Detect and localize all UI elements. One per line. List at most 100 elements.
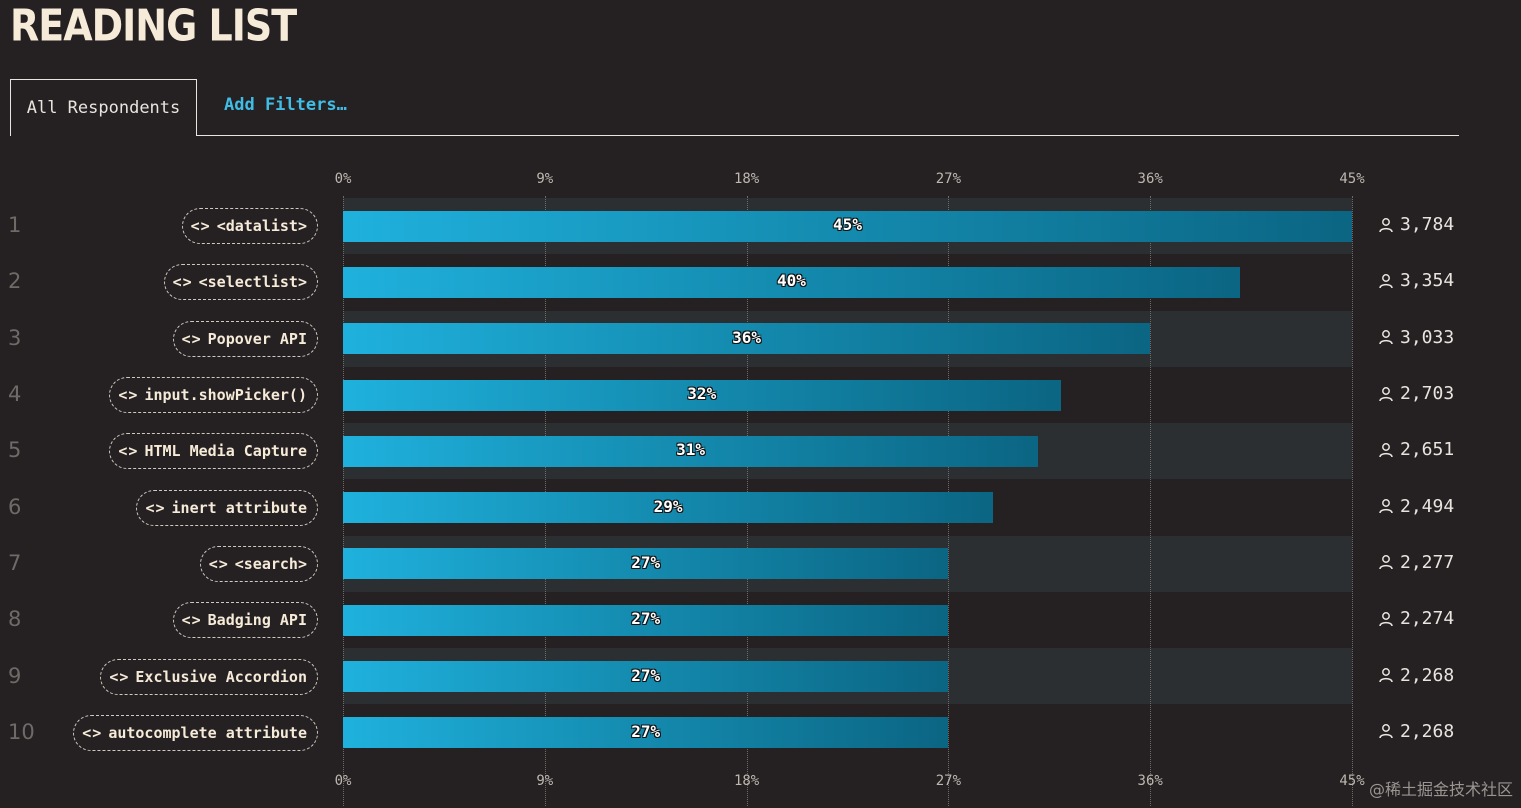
feature-label-pill[interactable]: <> HTML Media Capture bbox=[109, 433, 318, 470]
x-tick-label-top: 0% bbox=[334, 171, 352, 187]
feature-label-pill[interactable]: <> <datalist> bbox=[181, 208, 318, 245]
bar-value-label: 27% bbox=[631, 552, 661, 572]
code-brackets-icon: <> bbox=[208, 554, 229, 573]
x-tick-label-bottom: 0% bbox=[334, 773, 352, 789]
bar bbox=[343, 604, 949, 636]
x-tick-label-top: 45% bbox=[1339, 171, 1365, 187]
feature-label: Exclusive Accordion bbox=[135, 667, 307, 686]
rank-number: 1 bbox=[8, 213, 22, 238]
person-icon bbox=[1379, 442, 1393, 458]
bar bbox=[343, 548, 949, 580]
respondent-count-value: 3,784 bbox=[1400, 214, 1455, 236]
bar-value-label: 27% bbox=[631, 721, 661, 741]
feature-label-pill[interactable]: <> <selectlist> bbox=[163, 264, 318, 301]
bar-value-label: 27% bbox=[631, 609, 661, 629]
person-icon bbox=[1379, 499, 1393, 514]
feature-label-pill[interactable]: <> Popover API bbox=[172, 320, 318, 357]
rank-number: 10 bbox=[8, 719, 35, 744]
add-filters-button[interactable]: Add Filters… bbox=[224, 95, 347, 115]
x-tick-label-top: 18% bbox=[733, 171, 760, 187]
person-icon bbox=[1379, 611, 1393, 626]
x-tick-label-bottom: 36% bbox=[1137, 773, 1163, 789]
respondent-count-value: 3,033 bbox=[1400, 326, 1455, 348]
bar bbox=[343, 492, 994, 524]
feature-label-pill[interactable]: <> inert attribute bbox=[136, 489, 318, 526]
rank-number: 8 bbox=[8, 607, 22, 632]
code-brackets-icon: <> bbox=[118, 442, 139, 461]
respondent-count: 2,268 bbox=[1378, 665, 1454, 686]
respondent-count-value: 2,277 bbox=[1400, 551, 1455, 573]
tab-all-respondents[interactable]: All Respondents bbox=[10, 79, 197, 136]
bar bbox=[343, 661, 949, 693]
bar-value-label: 36% bbox=[732, 327, 762, 347]
person-icon bbox=[1379, 724, 1393, 739]
x-tick-label-bottom: 45% bbox=[1339, 773, 1365, 789]
person-icon bbox=[1379, 330, 1393, 345]
respondent-count: 2,268 bbox=[1378, 721, 1454, 742]
respondent-count: 3,033 bbox=[1378, 327, 1454, 348]
respondent-count-value: 2,494 bbox=[1400, 495, 1455, 517]
x-tick-label-top: 36% bbox=[1137, 171, 1163, 187]
feature-label: Badging API bbox=[207, 611, 307, 630]
feature-label: autocomplete attribute bbox=[108, 723, 307, 742]
feature-label-pill[interactable]: <> input.showPicker() bbox=[109, 377, 318, 414]
rank-number: 2 bbox=[8, 269, 22, 294]
respondent-count: 2,494 bbox=[1378, 496, 1454, 517]
person-icon bbox=[1379, 668, 1393, 683]
bar-value-label: 29% bbox=[653, 496, 683, 516]
respondent-count-value: 2,651 bbox=[1400, 439, 1455, 461]
feature-label: input.showPicker() bbox=[144, 386, 307, 405]
code-brackets-icon: <> bbox=[82, 723, 103, 742]
feature-label-pill[interactable]: <> Badging API bbox=[172, 602, 318, 639]
x-tick-label-bottom: 27% bbox=[935, 773, 962, 789]
bar-value-label: 45% bbox=[833, 215, 862, 235]
feature-label-pill[interactable]: <> <search> bbox=[199, 545, 318, 582]
feature-label: <selectlist> bbox=[198, 273, 307, 292]
page-title: READING LIST bbox=[10, 0, 297, 51]
rank-number: 5 bbox=[8, 438, 22, 463]
code-brackets-icon: <> bbox=[109, 667, 130, 686]
watermark: @稀土掘金技术社区 bbox=[1368, 780, 1513, 799]
code-brackets-icon: <> bbox=[145, 498, 166, 517]
code-brackets-icon: <> bbox=[190, 217, 211, 236]
x-tick-label-bottom: 18% bbox=[733, 773, 760, 789]
respondent-tabs: All Respondents Add Filters… bbox=[10, 79, 1459, 136]
person-icon bbox=[1379, 217, 1393, 232]
feature-label: inert attribute bbox=[171, 498, 307, 517]
respondent-count: 2,651 bbox=[1378, 439, 1454, 460]
gridline bbox=[1352, 196, 1353, 806]
x-tick-label-top: 27% bbox=[935, 171, 962, 187]
code-brackets-icon: <> bbox=[172, 273, 193, 292]
respondent-count-value: 3,354 bbox=[1400, 270, 1455, 292]
respondent-count: 2,277 bbox=[1378, 552, 1454, 573]
bar bbox=[343, 266, 1240, 298]
bar-value-label: 31% bbox=[676, 440, 705, 460]
bar-value-label: 27% bbox=[631, 665, 661, 685]
person-icon bbox=[1379, 555, 1393, 570]
code-brackets-icon: <> bbox=[181, 611, 202, 630]
rank-number: 6 bbox=[8, 494, 22, 519]
feature-label: Popover API bbox=[207, 329, 307, 348]
feature-label: HTML Media Capture bbox=[144, 442, 307, 461]
respondent-count-value: 2,703 bbox=[1400, 383, 1455, 405]
bar bbox=[343, 435, 1039, 467]
bar-value-label: 40% bbox=[776, 271, 806, 291]
bar bbox=[343, 379, 1061, 411]
bar bbox=[343, 717, 949, 749]
x-tick-label-bottom: 9% bbox=[536, 773, 554, 789]
bar bbox=[343, 323, 1151, 355]
respondent-count-value: 2,274 bbox=[1400, 608, 1455, 630]
x-tick-label-top: 9% bbox=[536, 171, 554, 187]
feature-label: <datalist> bbox=[216, 217, 307, 236]
rank-number: 4 bbox=[8, 382, 22, 407]
feature-label-pill[interactable]: <> Exclusive Accordion bbox=[100, 658, 318, 695]
respondent-count-value: 2,268 bbox=[1400, 664, 1455, 686]
reading-list-chart: 0% 0% 9% 9% 18% 18% 27% 27% 36% 36% 45% 45% 1 <> <data… bbox=[0, 160, 1521, 808]
rank-number: 7 bbox=[8, 550, 22, 575]
person-icon bbox=[1379, 386, 1393, 401]
rank-number: 9 bbox=[8, 663, 22, 688]
respondent-count: 2,703 bbox=[1378, 383, 1454, 404]
feature-label-pill[interactable]: <> autocomplete attribute bbox=[73, 714, 318, 751]
feature-label: <search> bbox=[234, 554, 307, 573]
respondent-count: 3,784 bbox=[1378, 214, 1454, 235]
